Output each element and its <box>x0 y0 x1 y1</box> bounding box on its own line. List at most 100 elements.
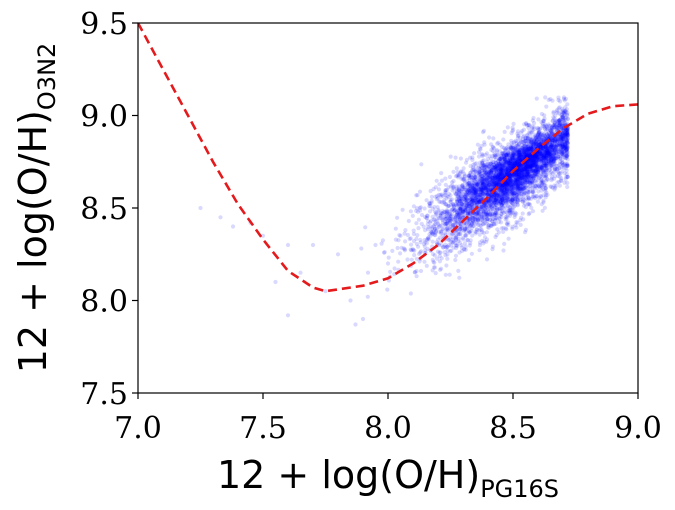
scatter-point <box>547 152 552 157</box>
scatter-point <box>508 182 513 187</box>
scatter-point <box>501 137 506 142</box>
scatter-point <box>521 147 526 152</box>
scatter-point <box>563 161 568 166</box>
scatter-point <box>484 151 489 156</box>
scatter-point <box>493 211 498 216</box>
scatter-point <box>516 173 521 178</box>
scatter-point <box>470 202 475 207</box>
scatter-point <box>460 235 465 240</box>
scatter-point <box>507 163 512 168</box>
scatter-point <box>545 151 550 156</box>
scatter-point <box>553 113 558 118</box>
scatter-point <box>489 201 494 206</box>
scatter-point <box>562 149 567 154</box>
scatter-point <box>543 123 549 128</box>
scatter-point <box>522 150 527 155</box>
scatter-point <box>526 152 531 157</box>
scatter-point <box>505 169 510 174</box>
scatter-point <box>504 171 510 176</box>
scatter-point <box>520 211 525 216</box>
scatter-point <box>555 173 561 179</box>
scatter-point <box>520 175 525 180</box>
scatter-point <box>558 134 563 140</box>
scatter-point <box>521 169 526 175</box>
scatter-point <box>535 199 541 204</box>
scatter-point <box>492 165 497 170</box>
scatter-point <box>508 159 513 164</box>
scatter-point <box>543 186 548 191</box>
scatter-point <box>460 187 465 192</box>
scatter-point <box>412 270 418 275</box>
scatter-point <box>536 139 541 144</box>
scatter-point <box>555 143 560 148</box>
scatter-point <box>493 217 498 222</box>
scatter-point <box>543 195 548 200</box>
scatter-point <box>540 152 545 157</box>
scatter-point <box>451 169 456 174</box>
scatter-point <box>529 156 534 161</box>
scatter-point <box>408 209 413 214</box>
scatter-point <box>469 221 475 226</box>
scatter-point <box>527 154 532 159</box>
scatter-point <box>559 137 564 143</box>
scatter-point <box>470 222 475 227</box>
scatter-point <box>525 202 531 207</box>
scatter-point <box>493 234 498 240</box>
scatter-point <box>562 109 567 114</box>
scatter-point <box>437 250 442 255</box>
scatter-point <box>541 137 546 143</box>
scatter-point <box>546 161 551 166</box>
scatter-point <box>506 236 511 241</box>
scatter-point <box>553 122 558 127</box>
scatter-point <box>510 191 515 196</box>
scatter-point <box>562 162 567 167</box>
scatter-point <box>472 183 477 188</box>
scatter-point <box>549 130 554 135</box>
scatter-point <box>468 207 473 212</box>
scatter-point <box>549 144 554 149</box>
scatter-point <box>507 166 513 171</box>
scatter-point <box>534 141 539 147</box>
scatter-point <box>559 176 564 181</box>
scatter-point <box>508 186 513 191</box>
scatter-point <box>461 209 466 214</box>
scatter-point <box>489 213 494 218</box>
scatter-point <box>499 172 504 177</box>
scatter-point <box>506 180 511 185</box>
scatter-point <box>480 182 485 187</box>
scatter-point <box>562 134 567 139</box>
scatter-point <box>506 158 511 163</box>
scatter-point <box>521 154 526 159</box>
scatter-point <box>510 210 515 216</box>
scatter-point <box>507 156 512 162</box>
scatter-point <box>532 121 537 126</box>
scatter-point <box>489 147 494 152</box>
scatter-point <box>560 147 565 152</box>
scatter-point <box>388 269 393 274</box>
scatter-point <box>527 165 533 170</box>
scatter-point <box>472 190 477 195</box>
scatter-point <box>551 158 556 163</box>
scatter-point <box>469 199 474 204</box>
scatter-point <box>490 168 495 173</box>
scatter-point <box>555 139 560 144</box>
scatter-point <box>483 203 488 208</box>
scatter-point <box>555 107 560 113</box>
scatter-point <box>506 183 511 188</box>
scatter-point <box>491 200 496 206</box>
scatter-point <box>550 141 555 146</box>
scatter-point <box>500 188 505 194</box>
scatter-point <box>560 148 565 153</box>
scatter-point <box>488 169 493 174</box>
scatter-point <box>438 192 443 197</box>
scatter-point <box>520 152 525 157</box>
scatter-point <box>509 191 514 196</box>
scatter-point <box>457 206 463 211</box>
scatter-point <box>549 143 554 148</box>
scatter-point <box>560 151 565 156</box>
scatter-point <box>487 135 492 140</box>
scatter-point <box>518 197 523 203</box>
scatter-point <box>537 130 542 135</box>
scatter-point <box>523 230 528 235</box>
scatter-point <box>513 210 518 215</box>
